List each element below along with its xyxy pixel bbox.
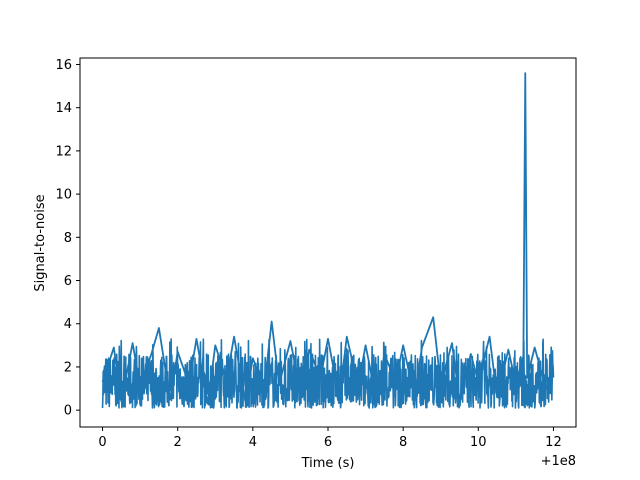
series-layer [101, 72, 555, 405]
y-axis-label: Signal-to-noise [33, 194, 48, 291]
x-tick-label: 10 [470, 435, 487, 450]
x-tick-label: 0 [98, 435, 106, 450]
x-axis: 0 2 4 6 8 10 12 [98, 427, 562, 450]
y-tick-label: 12 [55, 144, 72, 159]
y-tick-label: 4 [64, 317, 72, 332]
x-tick-label: 6 [324, 435, 332, 450]
x-tick-label: 4 [249, 435, 257, 450]
x-tick-label: 12 [545, 435, 562, 450]
y-tick-label: 10 [55, 188, 72, 203]
y-tick-label: 14 [55, 101, 72, 116]
y-tick-label: 0 [64, 404, 72, 419]
x-axis-label: Time (s) [301, 456, 355, 471]
y-axis: 0 2 4 6 8 10 12 14 16 [55, 58, 80, 419]
x-tick-label: 2 [174, 435, 182, 450]
y-tick-label: 16 [55, 58, 72, 73]
y-tick-label: 8 [64, 231, 72, 246]
x-tick-label: 8 [399, 435, 407, 450]
y-tick-label: 6 [64, 274, 72, 289]
x-axis-offset-label: +1e8 [541, 454, 576, 469]
series-line [101, 72, 555, 405]
y-tick-label: 2 [64, 360, 72, 375]
